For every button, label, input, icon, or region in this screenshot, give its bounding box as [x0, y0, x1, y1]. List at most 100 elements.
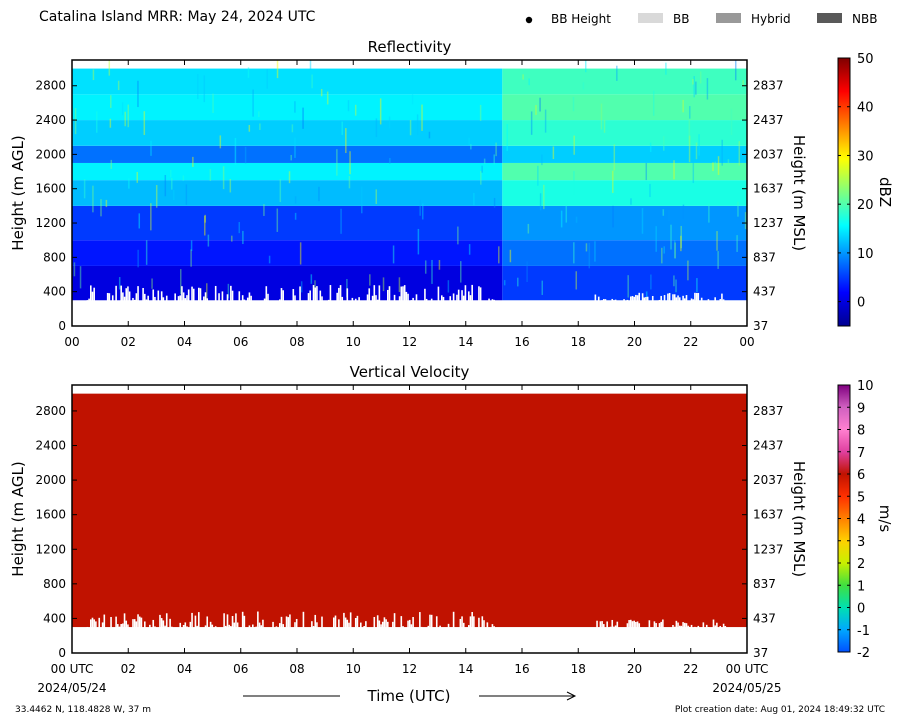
clutter-gap — [469, 616, 472, 628]
clutter-gap — [221, 291, 224, 301]
reflectivity-streak — [347, 100, 350, 112]
clutter-gap — [673, 294, 676, 301]
clutter-gap — [336, 292, 338, 301]
reflectivity-streak — [493, 154, 495, 165]
reflectivity-streak — [302, 107, 304, 129]
clutter-gap — [262, 619, 264, 628]
clutter-gap — [214, 285, 217, 301]
clutter-gap — [311, 621, 313, 628]
clutter-gap — [471, 611, 473, 628]
clutter-gap — [248, 625, 251, 628]
clutter-gap — [376, 299, 379, 301]
reflectivity-streak — [573, 242, 575, 264]
reflectivity-streak — [294, 212, 297, 220]
clutter-gap — [282, 624, 284, 628]
reflectivity-streak — [650, 274, 652, 290]
clutter-gap — [663, 295, 666, 301]
reflectivity-streak — [509, 249, 512, 263]
clutter-gap — [246, 297, 249, 301]
reflectivity-streak — [699, 71, 702, 84]
clutter-gap — [672, 625, 674, 628]
y-tick-label-right: 837 — [753, 577, 776, 591]
reflectivity-streak — [473, 192, 475, 206]
clutter-gap — [707, 299, 710, 301]
reflectivity-band — [72, 240, 503, 266]
colorbar-tick-label: 9 — [857, 401, 865, 416]
reflectivity-streak — [389, 157, 391, 164]
x-tick-label: 18 — [571, 662, 586, 676]
reflectivity-streak — [695, 81, 697, 95]
clutter-gap — [122, 292, 124, 301]
xlabel: Time (UTC) — [367, 687, 451, 705]
clutter-gap — [387, 289, 389, 301]
clutter-gap — [405, 291, 408, 301]
y-tick-label: 1200 — [35, 216, 66, 230]
reflectivity-band — [502, 180, 747, 206]
colorbar-tick-label: 2 — [857, 557, 865, 572]
clutter-gap — [410, 624, 413, 628]
clutter-gap — [214, 626, 217, 628]
clutter-gap — [263, 298, 266, 301]
reflectivity-streak — [687, 260, 689, 281]
clutter-gap — [478, 617, 480, 628]
clutter-gap — [162, 297, 165, 301]
clutter-gap — [385, 619, 387, 628]
reflectivity-streak — [392, 245, 395, 264]
clutter-gap — [462, 622, 465, 628]
legend-label: Hybrid — [751, 12, 791, 26]
y-tick-label-right: 1237 — [753, 542, 784, 556]
legend-swatch — [638, 13, 663, 23]
clutter-gap — [147, 295, 149, 301]
reflectivity-streak — [83, 178, 86, 199]
reflectivity-streak — [398, 277, 401, 293]
reflectivity-streak — [345, 128, 347, 154]
clutter-gap — [658, 623, 661, 628]
reflectivity-streak — [649, 142, 652, 153]
end-date-label: 2024/05/25 — [712, 681, 781, 695]
clutter-gap — [611, 619, 614, 628]
reflectivity-streak — [670, 224, 672, 250]
reflectivity-streak — [665, 62, 667, 75]
y-tick-label: 800 — [43, 577, 66, 591]
clutter-gap — [279, 623, 281, 628]
clutter-gap — [186, 295, 188, 301]
clutter-gap — [439, 625, 441, 628]
clutter-gap — [144, 293, 146, 301]
clutter-gap — [349, 612, 352, 628]
clutter-gap — [182, 292, 185, 301]
reflectivity-streak — [117, 80, 120, 91]
clutter-gap — [714, 297, 716, 301]
clutter-gap — [196, 625, 198, 628]
clutter-gap — [692, 299, 695, 301]
clutter-gap — [280, 616, 283, 628]
clutter-gap — [491, 299, 494, 301]
reflectivity-streak — [231, 235, 233, 242]
colorbar-tick-label: 30 — [857, 149, 874, 164]
clutter-gap — [329, 285, 332, 301]
clutter-gap — [471, 284, 473, 301]
clutter-gap — [233, 622, 236, 628]
clutter-gap — [603, 624, 605, 628]
clutter-gap — [705, 624, 708, 628]
reflectivity-streak — [294, 101, 296, 113]
clutter-gap — [613, 300, 615, 301]
reflectivity-streak — [572, 96, 575, 112]
clutter-gap — [316, 622, 318, 628]
clutter-gap — [354, 298, 357, 301]
clutter-gap — [682, 622, 684, 628]
reflectivity-streak — [468, 137, 470, 146]
clutter-gap — [255, 626, 257, 628]
reflectivity-streak — [673, 160, 675, 180]
clutter-gap — [165, 295, 168, 301]
footer-created: Plot creation date: Aug 01, 2024 18:49:3… — [674, 705, 885, 715]
reflectivity-streak — [584, 60, 587, 73]
clutter-gap — [722, 623, 725, 628]
clutter-gap — [478, 286, 480, 301]
colorbar-label: dBZ — [876, 177, 894, 207]
clutter-gap — [594, 294, 597, 301]
clutter-gap — [424, 288, 426, 301]
clutter-gap — [142, 287, 144, 301]
clutter-gap — [702, 622, 705, 628]
reflectivity-band — [502, 240, 747, 266]
reflectivity-streak — [680, 235, 682, 252]
